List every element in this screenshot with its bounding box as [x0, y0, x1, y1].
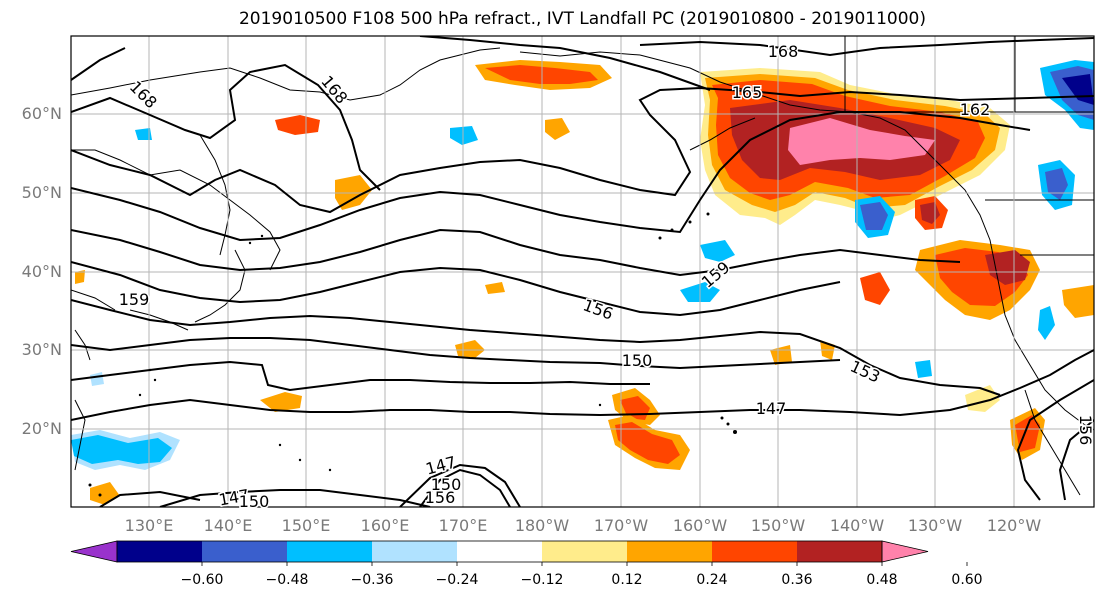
colorbar-outline: [116, 540, 883, 563]
lon-label: 130°W: [908, 516, 963, 535]
colorbar-segment: [542, 541, 627, 562]
contour-label: 165: [732, 83, 763, 102]
colorbar-extend-high: [881, 540, 929, 563]
lon-label: 170°E: [439, 516, 488, 535]
lon-label: 150°E: [282, 516, 331, 535]
colorbar-segment: [117, 541, 202, 562]
colorbar-tick-label: −0.12: [521, 572, 564, 588]
lat-label: 30°N: [22, 340, 62, 359]
map-border: [70, 35, 1095, 508]
lon-label: 160°W: [673, 516, 728, 535]
colorbar-segment: [627, 541, 712, 562]
colorbar-segment: [797, 541, 882, 562]
lon-label: 150°W: [751, 516, 806, 535]
lon-label: 170°W: [594, 516, 649, 535]
colorbar-segment: [457, 541, 542, 562]
contour-label: 150: [622, 351, 653, 370]
lat-label: 40°N: [22, 262, 62, 281]
colorbar-tick-label: 0.60: [951, 572, 982, 588]
colorbar: −0.60 −0.48 −0.36 −0.24 −0.12 0.12 0.24 0.36 0.4…: [70, 540, 983, 588]
lat-label: 50°N: [22, 183, 62, 202]
colorbar-segment: [287, 541, 372, 562]
colorbar-tick-label: 0.24: [696, 572, 727, 588]
contour-label: 150: [239, 492, 270, 511]
colorbar-tick-label: −0.36: [351, 572, 394, 588]
colorbar-tick-label: 0.12: [611, 572, 642, 588]
islands: [88, 212, 737, 497]
colorbar-tick-label: 0.48: [866, 572, 897, 588]
lon-label: 160°E: [361, 516, 410, 535]
contour-label: 156: [1076, 415, 1095, 446]
colorbar-tick-label: 0.36: [781, 572, 812, 588]
lon-label: 140°W: [830, 516, 885, 535]
contour-label: 156: [425, 488, 456, 507]
colorbar-segment: [372, 541, 457, 562]
map-title: 2019010500 F108 500 hPa refract., IVT La…: [238, 9, 926, 29]
height-contours: [71, 36, 1094, 507]
colorbar-tick-label: −0.60: [181, 572, 224, 588]
lon-label: 130°E: [125, 516, 174, 535]
colorbar-tick-label: −0.48: [266, 572, 309, 588]
lat-label: 20°N: [22, 419, 62, 438]
colorbar-extend-low: [70, 540, 118, 563]
contour-label: 147: [756, 399, 787, 418]
contour-label: 162: [960, 100, 991, 119]
positive-anomaly-pacific-northwest: [860, 196, 1094, 320]
latitude-labels: 60°N 50°N 40°N 30°N 20°N: [22, 104, 62, 438]
lon-label: 120°W: [987, 516, 1042, 535]
contour-label: 150: [431, 475, 462, 494]
colorbar-segment: [712, 541, 797, 562]
colorbar-tick-label: −0.24: [436, 572, 479, 588]
lon-label: 180°W: [515, 516, 570, 535]
longitude-labels: 130°E 140°E 150°E 160°E 170°E 180°W 170°W 160°W…: [125, 516, 1042, 535]
negative-anomaly-regions: [71, 60, 1094, 470]
contour-label: 159: [119, 290, 150, 309]
lat-label: 60°N: [22, 104, 62, 123]
lon-label: 140°E: [204, 516, 253, 535]
colorbar-segment: [202, 541, 287, 562]
contour-label: 168: [768, 42, 799, 61]
